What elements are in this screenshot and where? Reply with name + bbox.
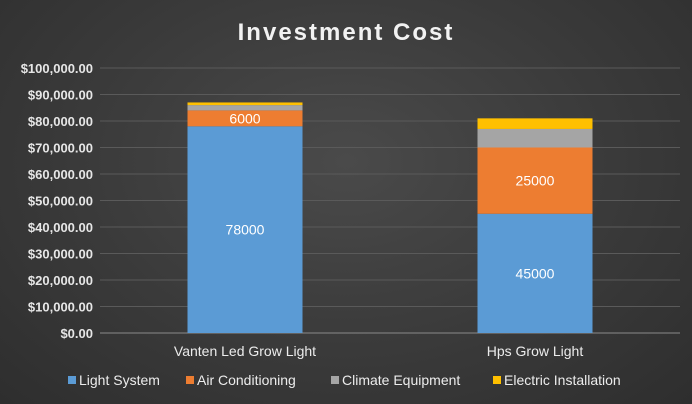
bar-segment bbox=[477, 147, 593, 214]
legend-swatch bbox=[331, 376, 339, 384]
legend-swatch bbox=[493, 376, 501, 384]
data-label: 25000 bbox=[516, 173, 555, 189]
bar-segment bbox=[187, 110, 303, 127]
legend-label: Light System bbox=[79, 372, 160, 388]
category-label: Vanten Led Grow Light bbox=[174, 343, 316, 359]
y-tick-label: $20,000.00 bbox=[28, 273, 93, 288]
bar-segment bbox=[187, 102, 303, 106]
y-axis: $0.00 $10,000.00 $20,000.00 $30,000.00 $40,0… bbox=[21, 61, 93, 341]
y-tick-label: $40,000.00 bbox=[28, 220, 93, 235]
y-tick-label: $50,000.00 bbox=[28, 194, 93, 209]
y-tick-label: $90,000.00 bbox=[28, 88, 93, 103]
y-tick-label: $30,000.00 bbox=[28, 247, 93, 262]
y-tick-label: $10,000.00 bbox=[28, 300, 93, 315]
legend-swatch bbox=[186, 376, 194, 384]
x-axis: Vanten Led Grow Light Hps Grow Light bbox=[174, 343, 583, 359]
y-tick-label: $70,000.00 bbox=[28, 141, 93, 156]
data-label: 78000 bbox=[226, 222, 265, 238]
y-tick-label: $0.00 bbox=[60, 326, 93, 341]
bar-segment bbox=[477, 128, 593, 148]
legend-label: Climate Equipment bbox=[342, 372, 460, 388]
gridlines bbox=[100, 67, 680, 334]
y-tick-label: $80,000.00 bbox=[28, 114, 93, 129]
bar-segment bbox=[187, 105, 303, 111]
chart-title: Investment Cost bbox=[238, 19, 455, 46]
category-label: Hps Grow Light bbox=[487, 343, 584, 359]
y-tick-label: $100,000.00 bbox=[21, 61, 93, 76]
legend: Light System Air Conditioning Climate Equi… bbox=[68, 372, 621, 388]
data-label: 45000 bbox=[516, 265, 555, 281]
bar-segment bbox=[477, 118, 593, 129]
bars: 78000 6000 45000 25000 bbox=[187, 102, 593, 333]
data-label: 6000 bbox=[229, 110, 260, 126]
legend-label: Electric Installation bbox=[504, 372, 621, 388]
bar-segment bbox=[187, 126, 303, 333]
bar-segment bbox=[477, 213, 593, 333]
legend-swatch bbox=[68, 376, 76, 384]
legend-label: Air Conditioning bbox=[197, 372, 296, 388]
y-tick-label: $60,000.00 bbox=[28, 167, 93, 182]
